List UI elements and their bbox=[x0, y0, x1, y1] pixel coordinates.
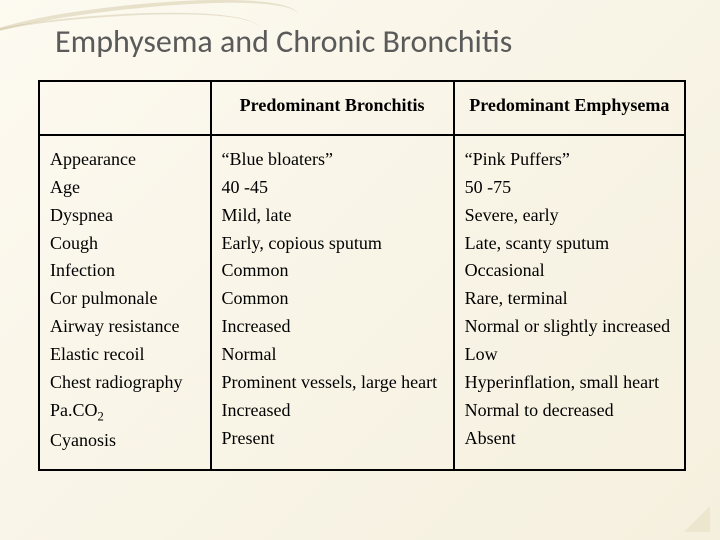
header-blank bbox=[39, 81, 211, 135]
value-text: Mild, late bbox=[222, 202, 445, 230]
value-text: Absent bbox=[465, 425, 676, 453]
header-bronchitis: Predominant Bronchitis bbox=[211, 81, 454, 135]
value-text: Present bbox=[222, 425, 445, 453]
value-text: Normal bbox=[222, 341, 445, 369]
feature-label: Age bbox=[50, 174, 202, 202]
value-text: 50 -75 bbox=[465, 174, 676, 202]
comparison-table-wrap: Predominant Bronchitis Predominant Emphy… bbox=[38, 80, 686, 471]
value-text: Normal to decreased bbox=[465, 397, 676, 425]
feature-label: Cyanosis bbox=[50, 427, 202, 455]
paco2-sub: 2 bbox=[98, 410, 104, 424]
value-text: Early, copious sputum bbox=[222, 230, 445, 258]
feature-list-cell: Appearance Age Dyspnea Cough Infection C… bbox=[39, 135, 211, 470]
feature-label: Airway resistance bbox=[50, 313, 202, 341]
page-curl-decoration bbox=[684, 506, 710, 532]
value-text: Increased bbox=[222, 313, 445, 341]
value-text: Common bbox=[222, 257, 445, 285]
bronchitis-values-cell: “Blue bloaters” 40 -45 Mild, late Early,… bbox=[211, 135, 454, 470]
value-text: Low bbox=[465, 341, 676, 369]
feature-label: Cough bbox=[50, 230, 202, 258]
value-text: 40 -45 bbox=[222, 174, 445, 202]
value-text: “Blue bloaters” bbox=[222, 146, 445, 174]
comparison-table: Predominant Bronchitis Predominant Emphy… bbox=[38, 80, 686, 471]
feature-label: Dyspnea bbox=[50, 202, 202, 230]
feature-label: Cor pulmonale bbox=[50, 285, 202, 313]
value-text: Rare, terminal bbox=[465, 285, 676, 313]
header-emphysema: Predominant Emphysema bbox=[454, 81, 685, 135]
slide-title: Emphysema and Chronic Bronchitis bbox=[55, 22, 512, 61]
feature-label: Elastic recoil bbox=[50, 341, 202, 369]
feature-label: Chest radiography bbox=[50, 369, 202, 397]
value-text: Late, scanty sputum bbox=[465, 230, 676, 258]
feature-label: Appearance bbox=[50, 146, 202, 174]
value-text: “Pink Puffers” bbox=[465, 146, 676, 174]
value-text: Normal or slightly increased bbox=[465, 313, 676, 341]
feature-label: Infection bbox=[50, 257, 202, 285]
value-text: Prominent vessels, large heart bbox=[222, 369, 445, 397]
value-text: Common bbox=[222, 285, 445, 313]
value-text: Severe, early bbox=[465, 202, 676, 230]
value-text: Occasional bbox=[465, 257, 676, 285]
paco2-text: Pa.CO bbox=[50, 400, 98, 420]
value-text: Increased bbox=[222, 397, 445, 425]
emphysema-values-cell: “Pink Puffers” 50 -75 Severe, early Late… bbox=[454, 135, 685, 470]
value-text: Hyperinflation, small heart bbox=[465, 369, 676, 397]
feature-label-paco2: Pa.CO2 bbox=[50, 397, 202, 427]
